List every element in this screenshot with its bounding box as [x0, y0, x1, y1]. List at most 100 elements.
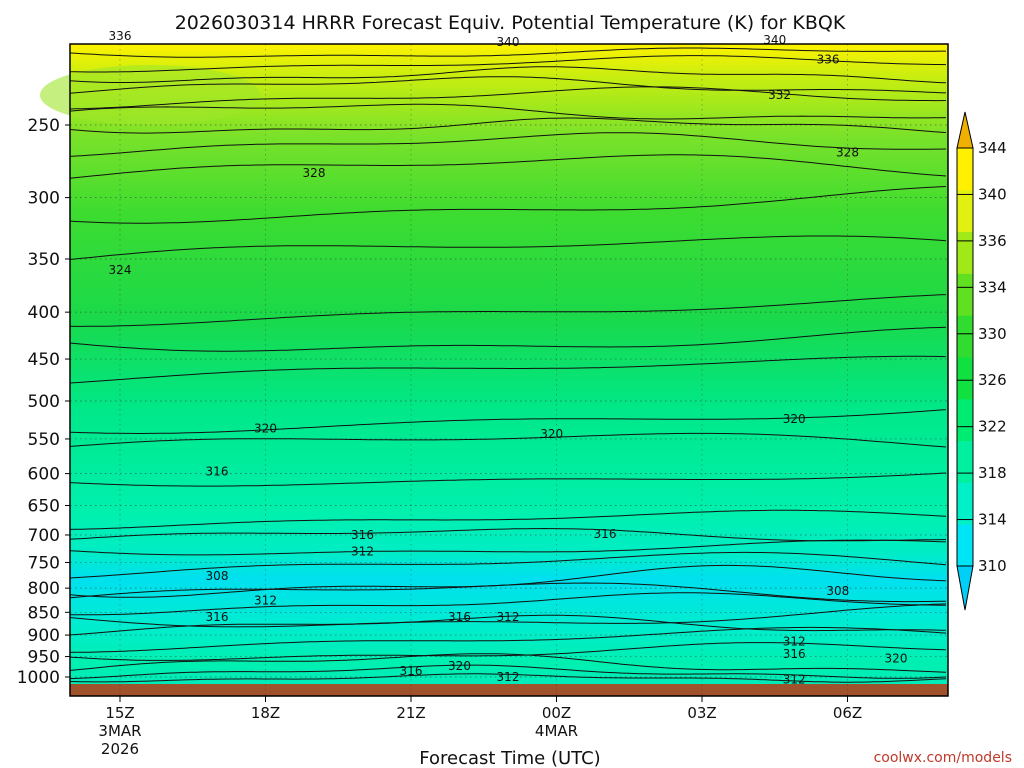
x-tick-date: 4MAR [535, 722, 578, 740]
contour-line-24 [69, 603, 947, 628]
contour-lines [69, 47, 947, 683]
contour-label-340: 340 [763, 33, 786, 47]
colorbar-segment-9 [957, 148, 973, 191]
colorbar-label-314: 314 [978, 511, 1007, 529]
chart-title: 2026030314 HRRR Forecast Equiv. Potentia… [175, 12, 846, 34]
colorbar-segment-1 [957, 482, 973, 525]
contour-label-316: 316 [594, 527, 617, 541]
contour-label-316: 316 [206, 465, 229, 479]
contour-label-328: 328 [836, 146, 859, 160]
y-tick-label-300: 300 [28, 189, 60, 209]
colorbar-segment-6 [957, 273, 973, 316]
contour-line-3 [69, 76, 947, 94]
y-tick-label-600: 600 [28, 465, 60, 485]
contour-label-308: 308 [826, 584, 849, 598]
x-tick-label-06Z: 06Z [833, 704, 862, 722]
y-tick-label-800: 800 [28, 579, 60, 599]
contour-label-312: 312 [497, 610, 520, 624]
colorbar-segment-5 [957, 315, 973, 358]
contour-label-336: 336 [109, 29, 132, 43]
contour-line-2 [69, 66, 947, 84]
contour-label-328: 328 [303, 166, 326, 180]
contour-label-312: 312 [783, 635, 806, 649]
x-axis-label: Forecast Time (UTC) [419, 748, 600, 768]
colorbar-label-340: 340 [978, 185, 1007, 203]
contour-label-320: 320 [885, 652, 908, 666]
contour-label-312: 312 [254, 593, 277, 607]
colorbar-label-334: 334 [978, 278, 1007, 296]
colorbar-label-330: 330 [978, 325, 1007, 343]
y-tick-label-550: 550 [28, 430, 60, 450]
colorbar-segment-0 [957, 524, 973, 567]
y-tick-label-250: 250 [28, 116, 60, 136]
contour-line-22 [69, 582, 947, 603]
x-tick-label-18Z: 18Z [251, 704, 280, 722]
x-tick-year: 2026 [101, 740, 139, 758]
colorbar-label-322: 322 [978, 418, 1007, 436]
contour-label-308: 308 [206, 569, 229, 583]
colorbar-label-318: 318 [978, 464, 1007, 482]
contour-label-324: 324 [109, 263, 132, 277]
contour-line-25 [69, 614, 947, 636]
contour-line-4 [69, 86, 947, 110]
colorbar-bottom-arrow [956, 565, 974, 611]
contour-line-0 [69, 47, 946, 58]
x-tick-label-00Z: 00Z [542, 704, 571, 722]
contour-line-10 [69, 235, 947, 260]
contour-line-28 [69, 653, 947, 673]
contour-label-316: 316 [400, 664, 423, 678]
contour-label-320: 320 [448, 659, 471, 673]
contour-line-7 [69, 132, 947, 157]
x-tick-date: 3MAR [98, 722, 141, 740]
contour-line-27 [69, 642, 947, 661]
y-tick-label-750: 750 [28, 553, 60, 573]
y-tick-label-650: 650 [28, 496, 60, 516]
contour-label-320: 320 [783, 412, 806, 426]
contour-line-19 [69, 539, 947, 556]
contour-label-316: 316 [351, 528, 374, 542]
y-tick-label-850: 850 [28, 603, 60, 623]
contour-line-15 [69, 432, 947, 448]
y-tick-label-400: 400 [28, 303, 60, 323]
y-tick-label-950: 950 [28, 648, 60, 668]
colorbar-top-arrow [956, 111, 974, 149]
y-axis: 250 300 350 400 450 500 550 600 650 700 750 800 850 9… [17, 116, 70, 688]
contour-label-340: 340 [497, 35, 520, 49]
colorbar-segment-2 [957, 440, 973, 483]
terrain-strip [70, 684, 948, 696]
contour-label-316: 316 [783, 647, 806, 661]
colorbar-label-326: 326 [978, 371, 1007, 389]
contour-label-316: 316 [448, 610, 471, 624]
contour-line-5 [69, 103, 947, 120]
contour-line-14 [69, 409, 947, 434]
contour-line-29 [69, 664, 947, 680]
contour-line-20 [69, 551, 947, 579]
contour-label-312: 312 [783, 672, 806, 686]
y-tick-label-450: 450 [28, 350, 60, 370]
contour-line-16 [69, 472, 947, 487]
plot-area [70, 44, 948, 696]
upper-shading [40, 65, 260, 125]
y-tick-label-500: 500 [28, 392, 60, 412]
colorbar-label-344: 344 [978, 139, 1007, 157]
contour-line-1 [69, 55, 947, 73]
contour-label-320: 320 [540, 427, 563, 441]
colorbar: 310 314 318 322 326 330 334 336 340 344 [956, 111, 1007, 611]
contour-line-26 [69, 626, 947, 653]
contour-line-12 [69, 326, 947, 352]
colorbar-label-336: 336 [978, 232, 1007, 250]
contour-label-316: 316 [206, 610, 229, 624]
x-tick-label-03Z: 03Z [687, 704, 716, 722]
colorbar-segment-8 [957, 189, 973, 233]
plot-border [69, 43, 949, 697]
x-tick-label-21Z: 21Z [396, 704, 425, 722]
colorbar-segment-7 [957, 231, 973, 274]
y-tick-label-700: 700 [28, 526, 60, 546]
contour-line-11 [69, 294, 947, 327]
contour-line-17 [69, 509, 947, 530]
colorbar-label-310: 310 [978, 557, 1007, 575]
colorbar-segment-4 [957, 357, 973, 400]
